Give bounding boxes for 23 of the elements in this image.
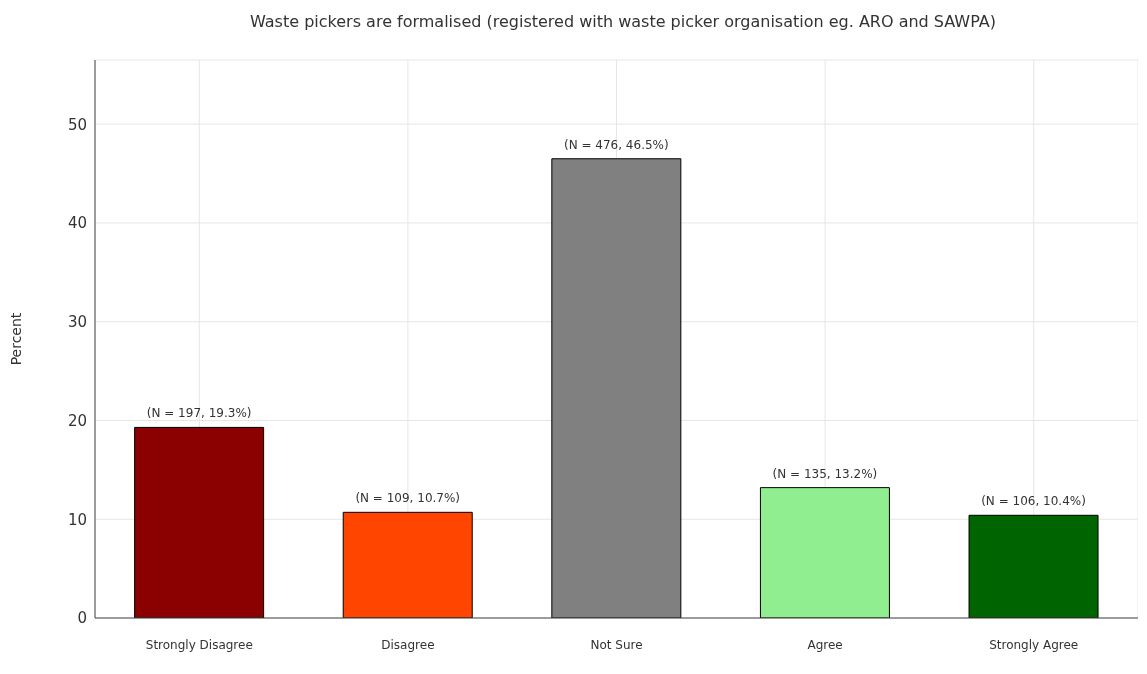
chart-title: Waste pickers are formalised (registered with waste picker organisation eg. ARO and SAWPA) [249, 12, 997, 31]
bar [759, 487, 890, 618]
x-tick-label: Strongly Agree [989, 637, 1079, 652]
data-label: (N = 106, 10.4%) [981, 494, 1086, 509]
data-label: (N = 476, 46.5%) [563, 137, 669, 152]
y-tick-label: 20 [67, 411, 87, 430]
data-label: (N = 109, 10.7%) [355, 491, 461, 506]
bar [968, 514, 1099, 618]
x-tick-label: Not Sure [590, 637, 643, 652]
bar [342, 511, 473, 618]
x-tick-label: Disagree [381, 637, 435, 652]
y-tick-label: 30 [67, 313, 87, 332]
y-tick-label: 0 [77, 609, 87, 628]
bar [551, 158, 682, 618]
data-label: (N = 135, 13.2%) [772, 466, 878, 481]
y-tick-label: 40 [67, 214, 87, 233]
y-axis-title: Percent [7, 312, 24, 366]
y-tick-label: 50 [67, 115, 87, 134]
data-label: (N = 197, 19.3%) [146, 406, 252, 421]
x-tick-label: Strongly Disagree [145, 637, 253, 652]
bar [134, 426, 265, 618]
y-tick-label: 10 [67, 510, 87, 529]
x-tick-label: Agree [807, 637, 843, 652]
